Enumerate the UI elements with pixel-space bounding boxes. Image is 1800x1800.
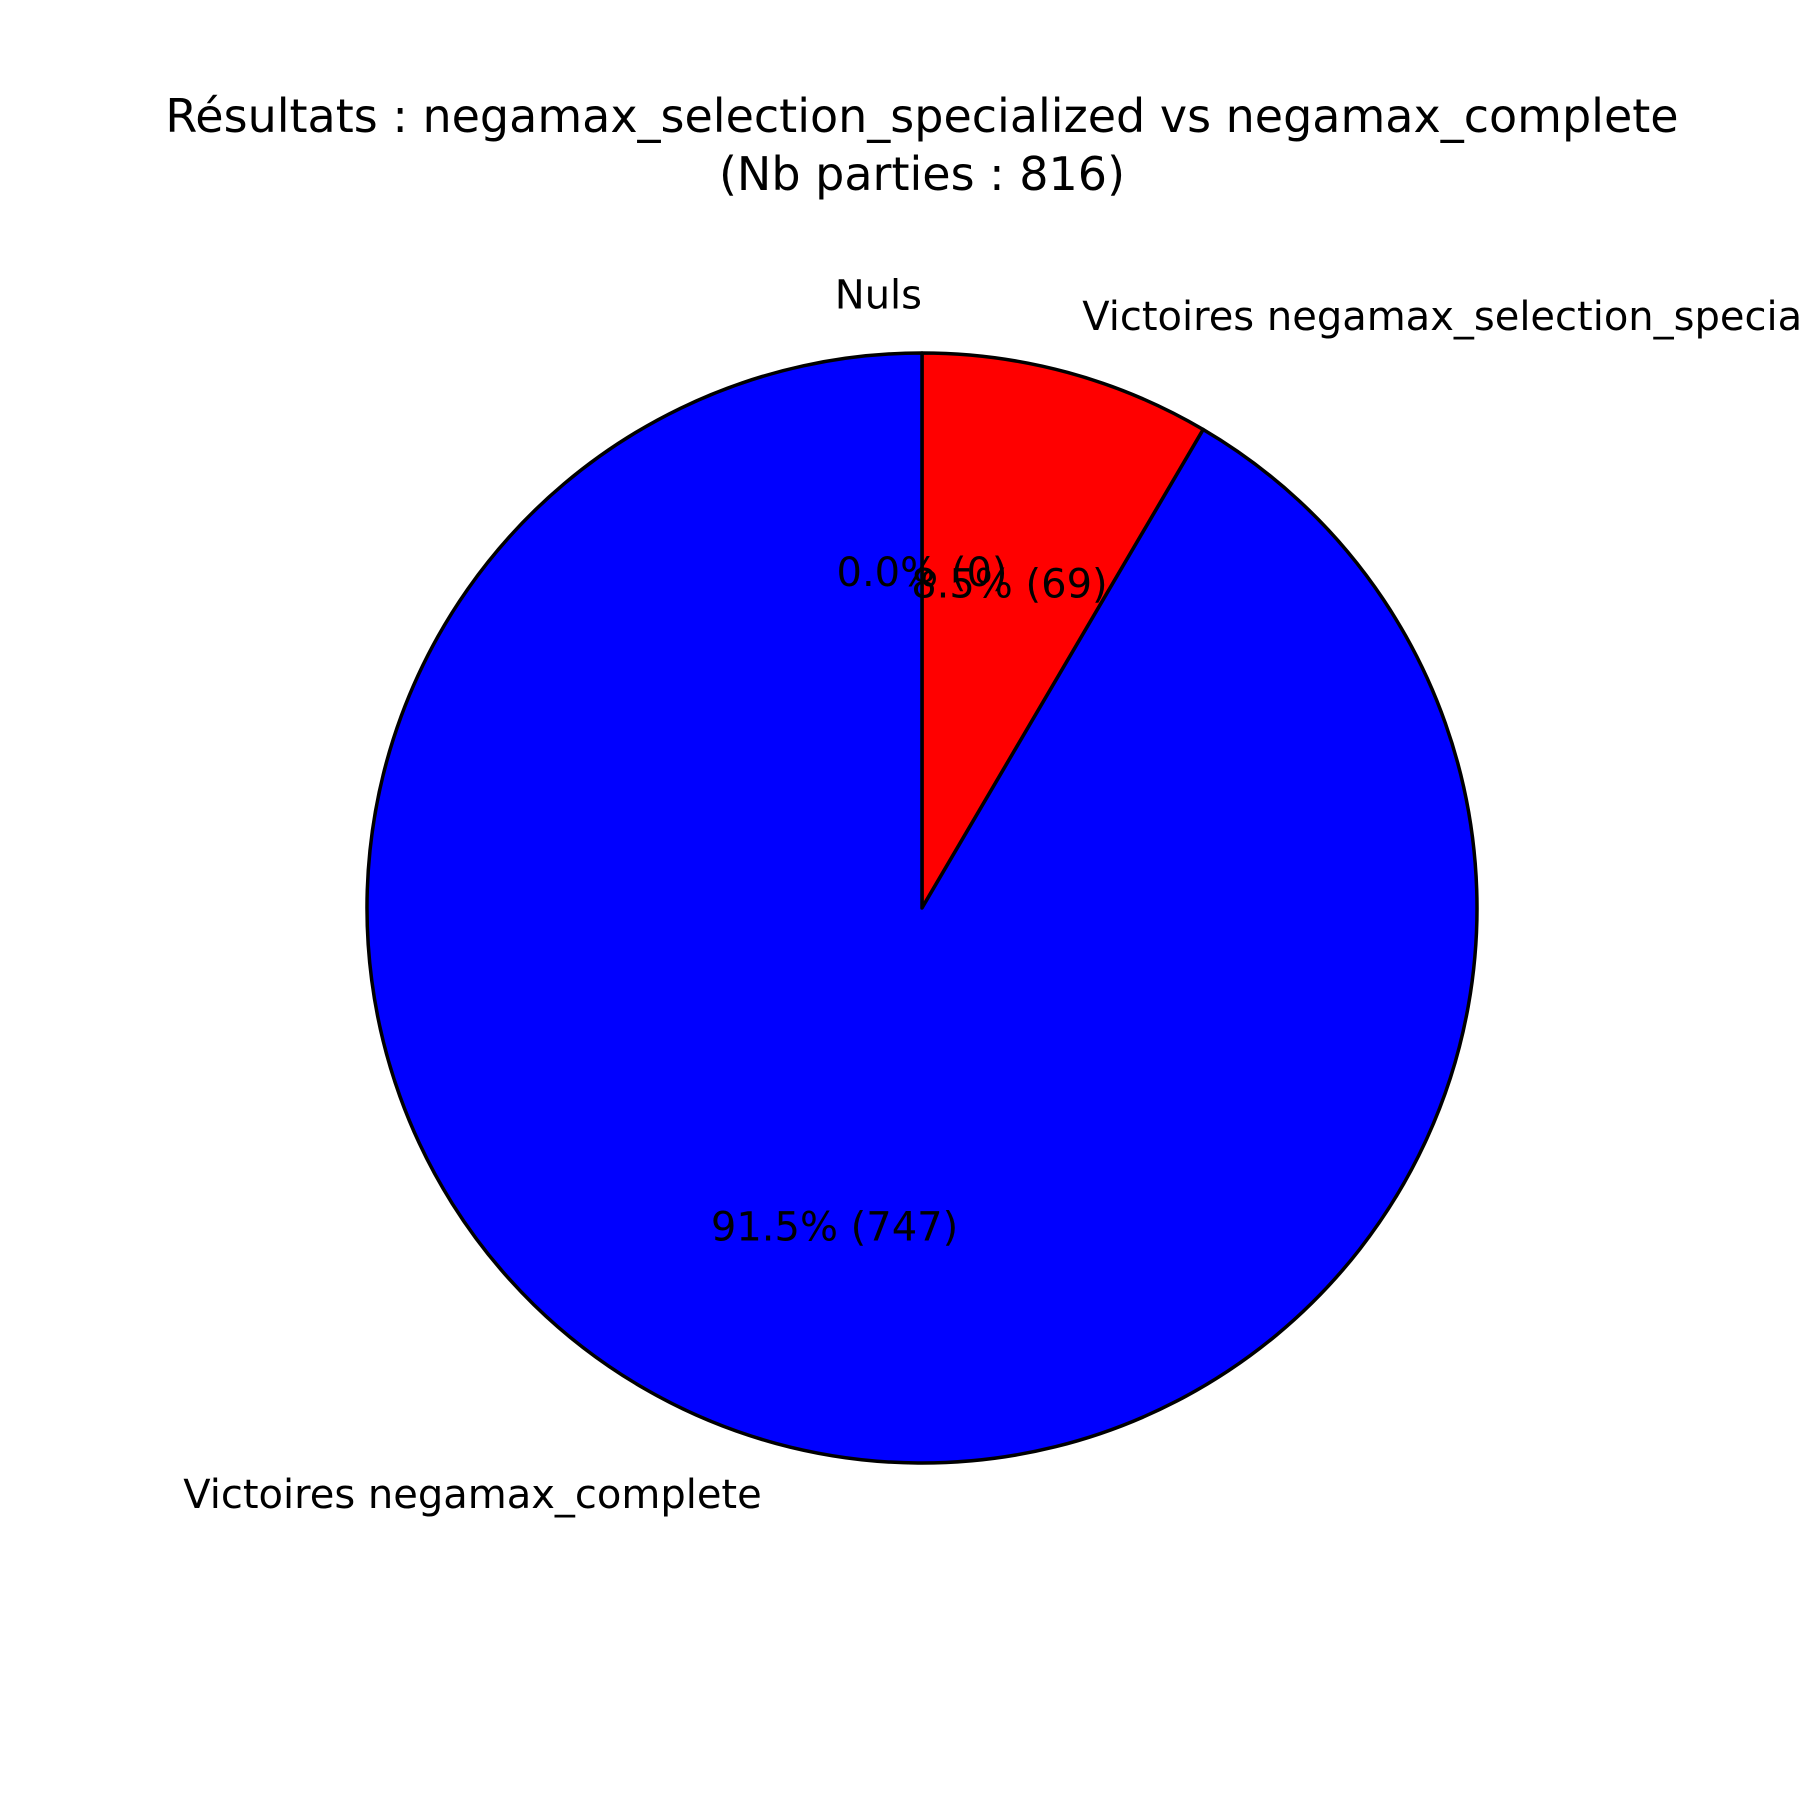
pie-percent-victoires-negamax-selection-specialized: 8.5% (69) bbox=[911, 562, 1107, 608]
pie-slice-victoires-negamax-complete bbox=[365, 351, 1479, 1465]
pie-slice-labels: Nuls Victoires negamax_selection_speciali… bbox=[183, 273, 1800, 1519]
pie-wedges bbox=[365, 351, 1479, 1465]
pie-percent-victoires-negamax-complete: 91.5% (747) bbox=[711, 1204, 958, 1250]
pie-slice-victoires-negamax-selection-specialized bbox=[920, 351, 1205, 910]
pie-percent-labels: 0.0% (0)8.5% (69) 91.5% (747) bbox=[711, 550, 1108, 1250]
pie-label-nuls: Nuls bbox=[835, 273, 922, 319]
chart-subtitle: (Nb parties : 816) bbox=[719, 147, 1125, 201]
pie-label-victoires-negamax-complete: Victoires negamax_complete bbox=[183, 1472, 761, 1518]
pie-percent-nuls: 0.0% (0) bbox=[837, 550, 1008, 596]
chart-title: Résultats : negamax_selection_specialize… bbox=[165, 89, 1678, 143]
pie-label-victoires-negamax-selection-specialized: Victoires negamax_selection_specialized bbox=[1082, 294, 1800, 340]
